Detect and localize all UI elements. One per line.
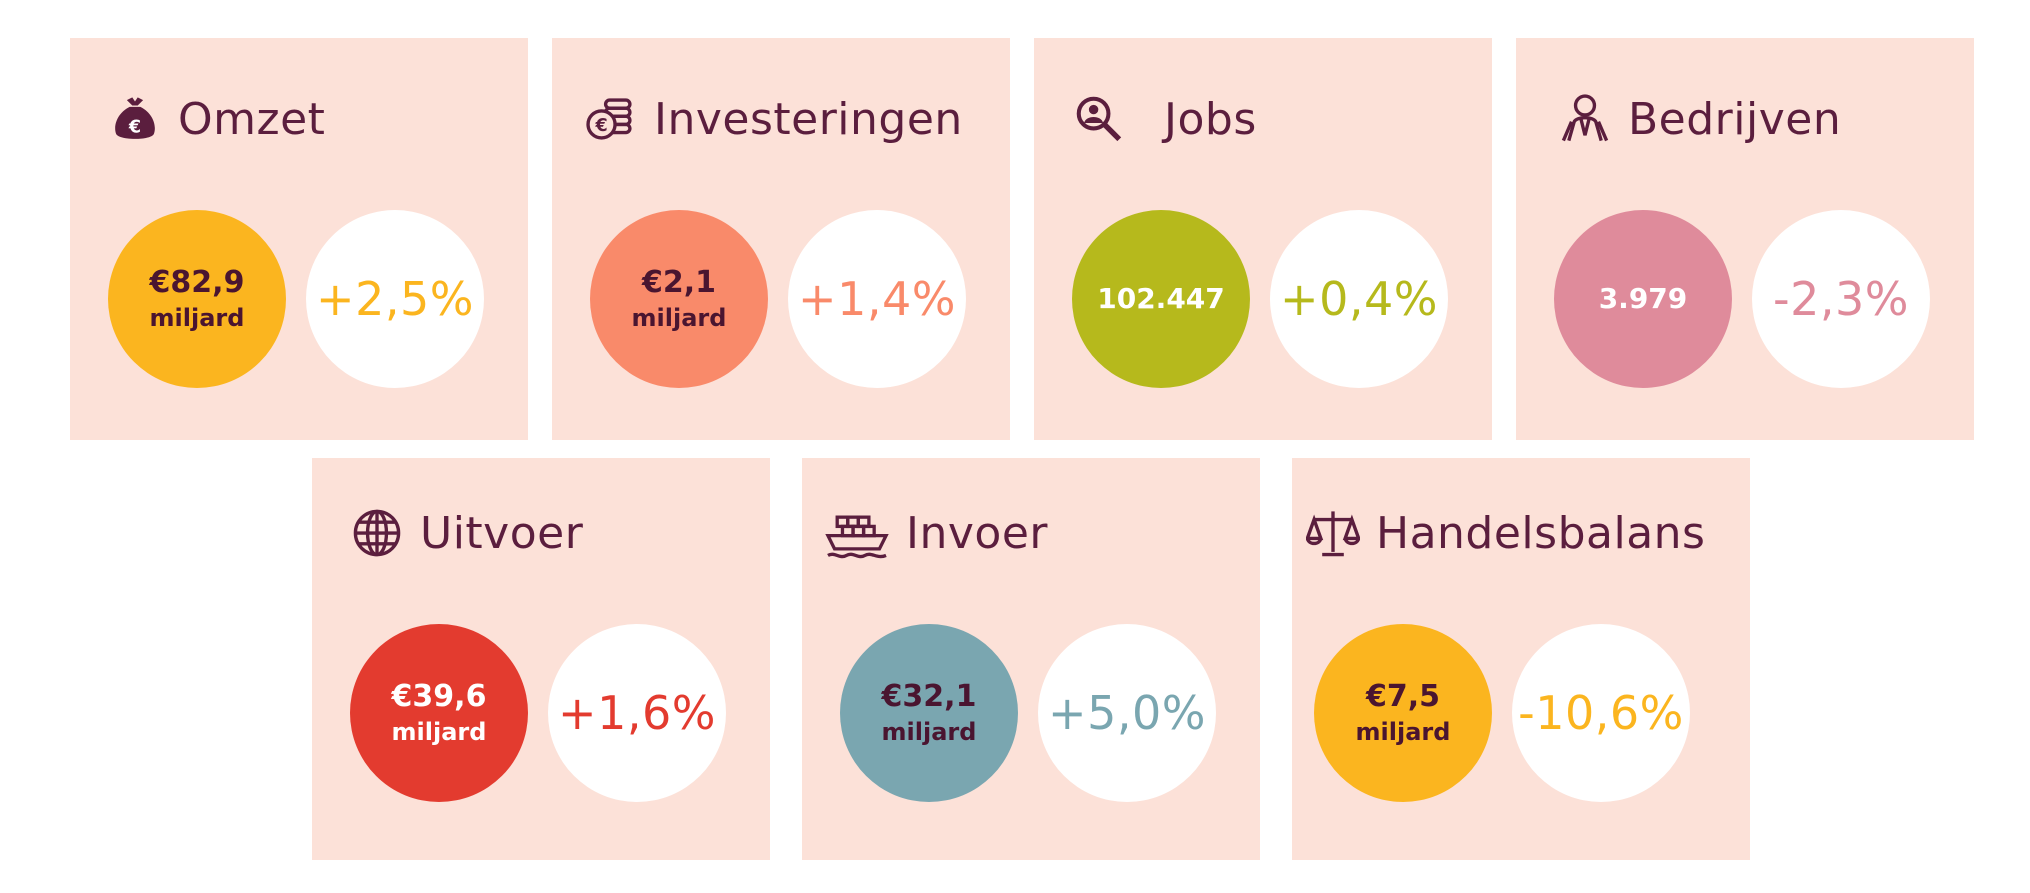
value-amount: 102.447 (1097, 282, 1225, 315)
card-title: Jobs (1164, 93, 1257, 145)
scale-icon (1304, 504, 1362, 562)
value-amount: 3.979 (1598, 282, 1688, 315)
card-uitvoer: Uitvoer €39,6 miljard +1,6% (312, 458, 770, 860)
globe-icon (348, 504, 406, 562)
card-header: Jobs (1070, 84, 1257, 154)
card-header: Invoer (822, 498, 1048, 568)
card-title: Handelsbalans (1376, 507, 1706, 559)
card-handelsbalans: Handelsbalans €7,5 miljard -10,6% (1292, 458, 1750, 860)
card-investeringen: € Investeringen €2,1 miljard +1,4% (552, 38, 1010, 440)
value-amount: €2,1 (641, 265, 717, 300)
card-title: Investeringen (654, 93, 963, 145)
change-percent: +1,4% (798, 272, 956, 326)
coins-icon: € (582, 90, 640, 148)
card-title: Uitvoer (420, 507, 584, 559)
svg-text:€: € (594, 116, 607, 136)
value-circle: €7,5 miljard (1314, 624, 1492, 802)
value-unit: miljard (1355, 718, 1451, 746)
card-header: Bedrijven (1556, 84, 1841, 154)
change-percent: -10,6% (1518, 686, 1684, 740)
card-title: Omzet (178, 93, 326, 145)
value-unit: miljard (149, 304, 245, 332)
value-circle: €32,1 miljard (840, 624, 1018, 802)
value-amount: €82,9 (149, 265, 245, 300)
value-unit: miljard (391, 718, 487, 746)
change-percent: +5,0% (1048, 686, 1206, 740)
card-header: € Omzet (106, 84, 325, 154)
search-person-icon (1070, 90, 1128, 148)
value-amount: €32,1 (881, 679, 977, 714)
change-percent: +2,5% (316, 272, 474, 326)
change-circle: +2,5% (306, 210, 484, 388)
change-circle: +1,4% (788, 210, 966, 388)
card-title: Bedrijven (1628, 93, 1842, 145)
change-circle: +1,6% (548, 624, 726, 802)
value-circle: 102.447 (1072, 210, 1250, 388)
value-amount: €39,6 (391, 679, 487, 714)
value-circle: 3.979 (1554, 210, 1732, 388)
change-percent: +0,4% (1280, 272, 1438, 326)
card-header: Handelsbalans (1304, 498, 1705, 568)
card-header: Uitvoer (348, 498, 583, 568)
card-title: Invoer (906, 507, 1048, 559)
card-jobs: Jobs 102.447 +0,4% (1034, 38, 1492, 440)
change-circle: -10,6% (1512, 624, 1690, 802)
change-percent: -2,3% (1773, 272, 1909, 326)
card-invoer: Invoer €32,1 miljard +5,0% (802, 458, 1260, 860)
svg-text:€: € (128, 118, 141, 138)
change-circle: +5,0% (1038, 624, 1216, 802)
value-unit: miljard (631, 304, 727, 332)
card-bedrijven: Bedrijven 3.979 -2,3% (1516, 38, 1974, 440)
card-header: € Investeringen (582, 84, 963, 154)
change-circle: -2,3% (1752, 210, 1930, 388)
value-circle: €39,6 miljard (350, 624, 528, 802)
businessman-icon (1556, 90, 1614, 148)
money-bag-icon: € (106, 90, 164, 148)
change-percent: +1,6% (558, 686, 716, 740)
card-omzet: € Omzet €82,9 miljard +2,5% (70, 38, 528, 440)
change-circle: +0,4% (1270, 210, 1448, 388)
value-circle: €82,9 miljard (108, 210, 286, 388)
value-circle: €2,1 miljard (590, 210, 768, 388)
ship-icon (822, 504, 892, 562)
value-amount: €7,5 (1365, 679, 1441, 714)
value-unit: miljard (881, 718, 977, 746)
